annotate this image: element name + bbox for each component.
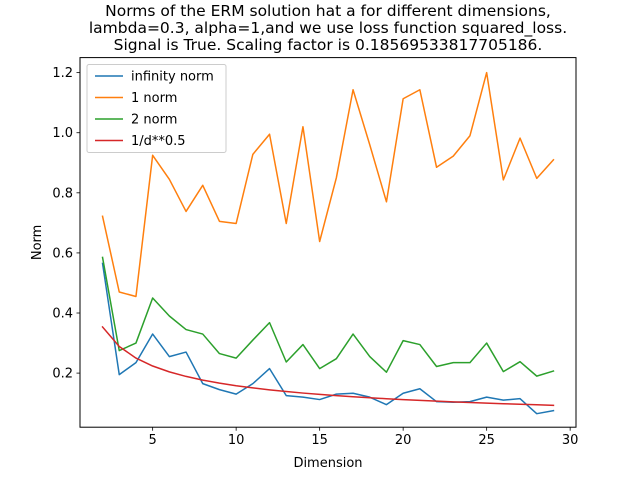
- x-axis-label: Dimension: [293, 456, 362, 471]
- y-tick-label: 0.4: [52, 307, 73, 322]
- series-line-1: [101, 262, 555, 415]
- x-tick-label: 5: [149, 433, 157, 448]
- x-tick-label: 30: [562, 433, 579, 448]
- y-tick-label: 1.2: [52, 66, 73, 81]
- legend-box: [86, 64, 227, 153]
- plot-frame-border: [79, 57, 577, 428]
- x-tick-label: 20: [395, 433, 412, 448]
- chart-title: Norms of the ERM solution hat a for diff…: [89, 2, 567, 54]
- y-tick-label: 0.2: [52, 367, 73, 382]
- y-tick-label: 0.8: [52, 186, 73, 201]
- x-tick-label: 25: [478, 433, 495, 448]
- y-tick-label: 0.6: [52, 246, 73, 261]
- y-axis-ticks: 0.2 0.4 0.6 0.8 1.0 1.2: [52, 66, 80, 382]
- y-tick-label: 1.0: [52, 126, 73, 141]
- x-tick-label: 15: [311, 433, 328, 448]
- legend-label: 1 norm: [131, 91, 177, 106]
- legend-label: infinity norm: [131, 70, 214, 85]
- legend: infinity norm 1 norm 2 norm 1/d**0.5: [86, 64, 227, 153]
- x-tick-label: 10: [228, 433, 245, 448]
- chart-title-line-3: Signal is True. Scaling factor is 0.1856…: [114, 36, 543, 54]
- legend-label: 1/d**0.5: [131, 134, 186, 149]
- y-axis-label: Norm: [30, 225, 45, 260]
- series-line-3: [101, 256, 555, 377]
- series-line-2: [101, 71, 555, 298]
- legend-label: 2 norm: [131, 113, 177, 128]
- x-axis-ticks: 5 10 15 20 25 30: [149, 427, 579, 448]
- chart-title-line-1: Norms of the ERM solution hat a for diff…: [105, 2, 551, 20]
- series-layer: [101, 71, 555, 415]
- chart-title-line-2: lambda=0.3, alpha=1,and we use loss func…: [89, 19, 567, 38]
- series-line-4: [101, 325, 555, 407]
